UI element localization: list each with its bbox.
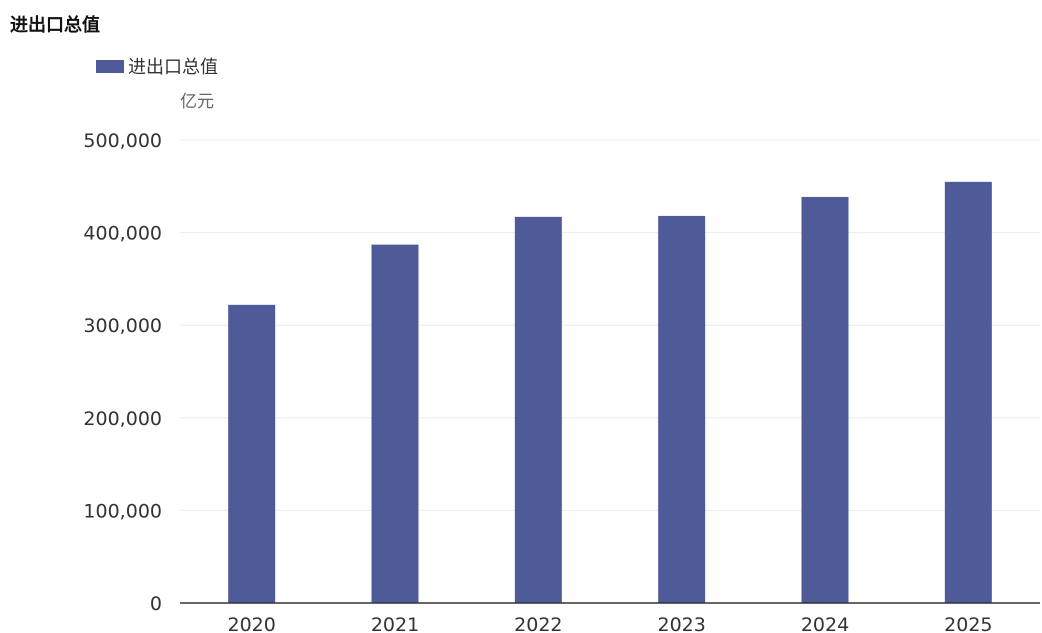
x-tick-label: 2022 bbox=[514, 614, 562, 633]
bar bbox=[801, 196, 849, 603]
x-tick-labels: 2020 2021 2022 2023 2024 2025 bbox=[227, 614, 992, 633]
y-tick-label: 100,000 bbox=[83, 500, 162, 522]
x-tick-label: 2021 bbox=[371, 614, 419, 633]
x-tick-label: 2023 bbox=[657, 614, 705, 633]
bar bbox=[658, 215, 706, 603]
bar bbox=[514, 216, 562, 603]
y-tick-label: 500,000 bbox=[83, 130, 162, 152]
legend: 进出口总值 bbox=[96, 53, 218, 79]
x-tick-label: 2024 bbox=[801, 614, 849, 633]
y-tick-label: 400,000 bbox=[83, 223, 162, 245]
y-tick-labels: 0 100,000 200,000 300,000 400,000 500,000 bbox=[83, 130, 162, 615]
bar bbox=[371, 244, 419, 603]
bars bbox=[228, 181, 992, 603]
chart-title: 进出口总值 bbox=[10, 15, 100, 36]
x-tick-label: 2020 bbox=[227, 614, 275, 633]
bar bbox=[228, 304, 276, 603]
bar bbox=[944, 181, 992, 603]
legend-swatch bbox=[96, 59, 124, 73]
grid-lines bbox=[180, 139, 1040, 511]
y-tick-label: 200,000 bbox=[83, 408, 162, 430]
y-tick-label: 300,000 bbox=[83, 315, 162, 337]
y-tick-label: 0 bbox=[150, 593, 162, 615]
x-tick-label: 2025 bbox=[944, 614, 992, 633]
legend-label: 进出口总值 bbox=[128, 57, 218, 78]
y-axis-unit-label: 亿元 bbox=[180, 92, 214, 112]
